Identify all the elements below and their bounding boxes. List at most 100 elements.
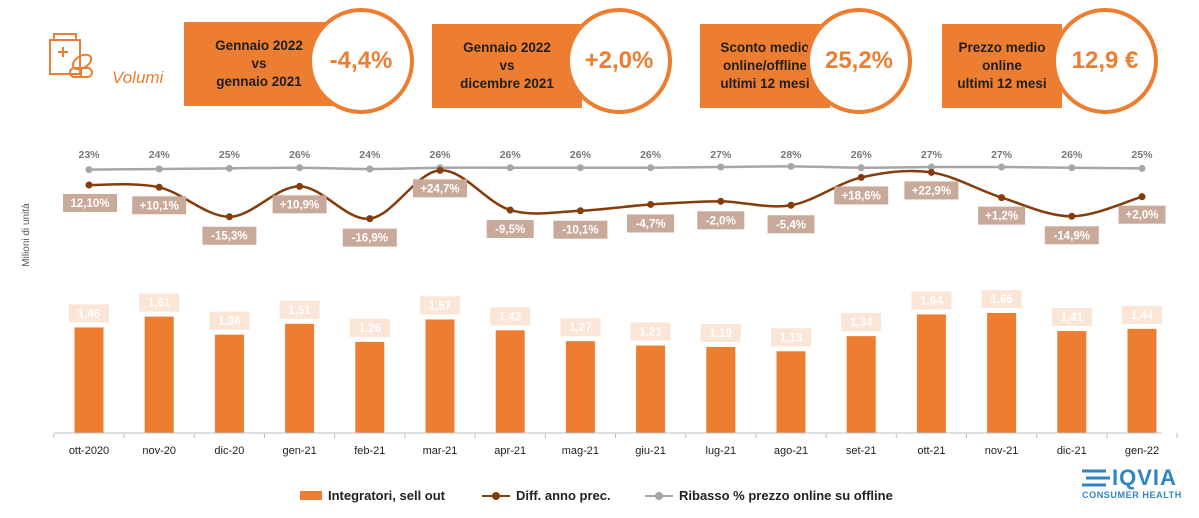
- diff-value-label: -15,3%: [211, 231, 247, 243]
- legend-item-diff: Diff. anno prec.: [482, 488, 611, 503]
- chart-legend: Integratori, sell out Diff. anno prec. R…: [0, 488, 1199, 506]
- bar-value-label: 1,13: [780, 332, 802, 344]
- x-tick-label: lug-21: [706, 445, 737, 457]
- diff-value-label-bg: [413, 179, 467, 198]
- bar-value-label: 1,66: [990, 294, 1012, 306]
- diff-value-label-bg: [342, 228, 397, 247]
- point-ribasso: [1068, 164, 1076, 172]
- bar-value-label-bg: [630, 322, 671, 341]
- point-ribasso: [366, 165, 374, 173]
- diff-value-label-bg: [202, 226, 257, 245]
- diff-value-label-bg: [1118, 205, 1166, 224]
- ribasso-value-label: 25%: [219, 149, 241, 161]
- bar-value-label-bg: [209, 311, 250, 330]
- point-ribasso: [998, 163, 1006, 171]
- diff-value-label: -9,5%: [495, 224, 525, 236]
- legend-label: Ribasso % prezzo online su offline: [679, 488, 893, 503]
- bar-value-label-bg: [841, 313, 882, 332]
- point-ribasso: [857, 164, 865, 172]
- point-diff: [296, 182, 304, 190]
- point-diff: [1068, 212, 1076, 220]
- logo-subtitle: CONSUMER HEALTH: [1082, 490, 1182, 500]
- kpi-value: -4,4%: [308, 8, 414, 114]
- bar: [144, 316, 174, 433]
- kpi-value: +2,0%: [566, 8, 672, 114]
- diff-value-label-bg: [486, 220, 534, 239]
- point-ribasso: [927, 163, 935, 171]
- x-tick-label: dic-21: [1057, 445, 1087, 457]
- kpi-text: Gennaio 2022 vs dicembre 2021: [432, 24, 582, 108]
- pill-bottle-icon: [49, 33, 93, 78]
- legend-label: Integratori, sell out: [328, 488, 446, 503]
- ribasso-value-label: 26%: [640, 149, 662, 161]
- ribasso-value-label: 26%: [1061, 149, 1083, 161]
- ribasso-value-label: 25%: [1131, 149, 1153, 161]
- bar-value-label: 1,44: [1131, 310, 1154, 322]
- bar: [74, 327, 104, 433]
- bar-value-label: 1,26: [359, 323, 381, 335]
- x-tick-label: ago-21: [774, 445, 808, 457]
- point-ribasso: [155, 165, 163, 173]
- diff-value-label-bg: [767, 215, 815, 234]
- ribasso-value-label: 24%: [359, 149, 381, 161]
- diff-value-label: +24,7%: [420, 183, 459, 195]
- legend-item-ribasso: Ribasso % prezzo online su offline: [645, 488, 893, 503]
- diff-value-label-bg: [132, 196, 187, 215]
- x-tick-label: gen-21: [282, 445, 316, 457]
- bar-value-label-bg: [560, 318, 601, 337]
- bar: [565, 341, 595, 433]
- bar-value-label: 1,19: [710, 328, 732, 340]
- x-tick-label: nov-21: [985, 445, 1019, 457]
- legend-swatch-line: [482, 491, 510, 501]
- diff-value-label: +10,9%: [280, 199, 319, 211]
- bar-value-label-bg: [420, 296, 460, 315]
- bar: [1127, 328, 1157, 433]
- bar: [846, 336, 876, 433]
- x-tick-label: feb-21: [354, 445, 385, 457]
- point-ribasso: [296, 164, 304, 172]
- logo-name: IQVIA: [1112, 465, 1177, 490]
- legend-swatch-bar: [300, 491, 322, 500]
- diff-value-label: -5,4%: [776, 219, 806, 231]
- point-diff: [85, 181, 93, 189]
- bar-value-label: 1,57: [429, 300, 451, 312]
- x-tick-label: nov-20: [142, 445, 176, 457]
- ribasso-value-label: 26%: [851, 149, 873, 161]
- bar-value-label-bg: [349, 318, 390, 337]
- point-diff: [787, 201, 795, 209]
- bar-value-label-bg: [700, 323, 741, 342]
- diff-value-label-bg: [272, 195, 327, 214]
- x-tick-label: ott-2020: [69, 445, 109, 457]
- series-line-diff: [88, 169, 1143, 220]
- point-diff: [366, 215, 374, 223]
- point-diff: [857, 173, 865, 181]
- section-label: Volumi: [112, 68, 164, 87]
- legend-item-bars: Integratori, sell out: [300, 488, 445, 503]
- kpi-text: Prezzo medio online ultimi 12 mesi: [942, 24, 1062, 108]
- bar: [495, 330, 525, 433]
- ribasso-value-label: 27%: [710, 149, 732, 161]
- point-diff: [436, 166, 444, 174]
- diff-value-label-bg: [978, 206, 1026, 225]
- diff-value-label: -2,0%: [706, 215, 736, 227]
- diff-value-label: -4,7%: [636, 218, 666, 230]
- ribasso-value-label: 28%: [780, 149, 802, 161]
- combo-chart: 1,46 1,61 1,36 1,51 1,26 1,57 1,42 1,27 1,21 1,19…: [53, 149, 1178, 457]
- bar-value-label-bg: [1051, 308, 1092, 327]
- point-ribasso: [225, 164, 233, 172]
- bar-value-label: 1,42: [499, 311, 521, 323]
- point-diff: [647, 200, 655, 208]
- ribasso-value-label: 26%: [570, 149, 592, 161]
- x-tick-label: apr-21: [494, 445, 526, 457]
- kpi-value: 12,9 €: [1052, 8, 1158, 114]
- point-ribasso: [647, 164, 655, 172]
- bar: [285, 323, 315, 433]
- point-diff: [998, 194, 1006, 202]
- bar-value-label: 1,61: [148, 298, 171, 310]
- point-ribasso: [787, 162, 795, 170]
- x-tick-label: gen-22: [1125, 445, 1159, 457]
- bar-value-label: 1,21: [639, 327, 662, 339]
- bar: [916, 314, 946, 433]
- ribasso-value-label: 26%: [289, 149, 311, 161]
- series-line-ribasso: [88, 165, 1143, 171]
